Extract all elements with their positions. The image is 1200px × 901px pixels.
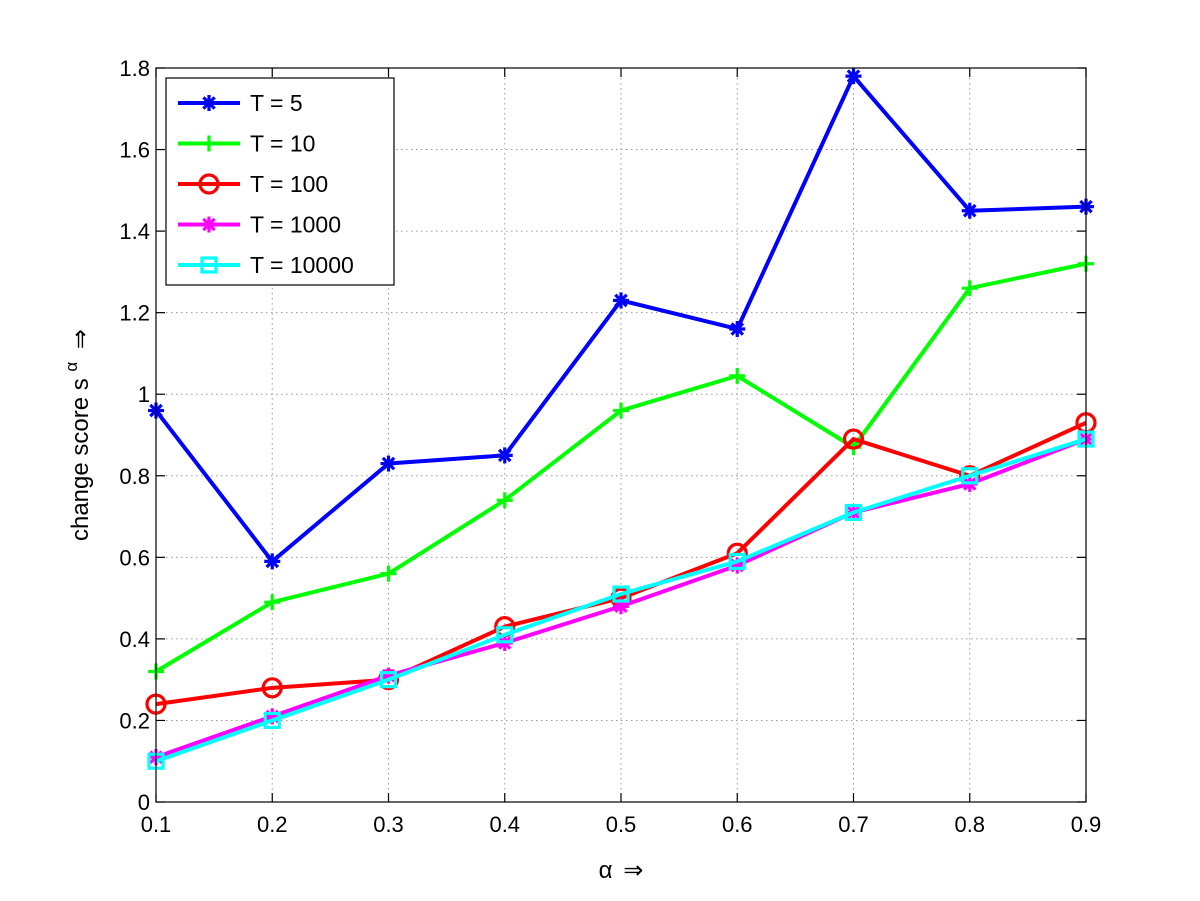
data-point	[380, 455, 397, 472]
y-tick-label: 0.6	[119, 545, 150, 570]
y-tick-label: 1	[138, 382, 150, 407]
legend-marker	[201, 216, 217, 233]
legend-item: T = 10000	[178, 252, 354, 278]
data-point	[729, 367, 746, 384]
y-tick-label: 1.4	[119, 219, 150, 244]
legend-label: T = 10	[250, 131, 315, 157]
legend-box	[165, 77, 395, 286]
y-tick-label: 0.8	[119, 464, 150, 489]
plot-area-frame	[155, 67, 1087, 803]
legend-label: T = 5	[250, 90, 303, 116]
y-tick-label: 1.8	[119, 56, 150, 81]
legend-marker	[200, 256, 218, 274]
data-point	[961, 467, 979, 485]
series-1	[148, 255, 1094, 680]
data-point	[729, 320, 746, 337]
data-point	[380, 565, 397, 582]
y-axis-ticks: 0 0.2 0.4 0.6 0.8 1 1.2 1.4 1.6 1.8	[119, 56, 1086, 815]
data-point	[496, 447, 513, 464]
data-point	[961, 280, 978, 297]
y-tick-label: 1.6	[119, 138, 150, 163]
data-point	[379, 671, 398, 689]
legend-items: T = 5 T = 10 T = 100 T = 1000 T = 10000	[178, 90, 354, 278]
data-point	[261, 677, 283, 699]
series-line	[155, 437, 1087, 764]
series-line	[155, 420, 1087, 707]
y-tick-label: 0.4	[119, 627, 150, 652]
legend-item: T = 10	[178, 131, 315, 157]
x-axis-label-arrow: ⇒	[623, 857, 643, 884]
data-point	[263, 711, 281, 730]
y-axis-label: change score s α ⇒	[56, 329, 94, 541]
legend-marker	[198, 173, 220, 195]
legend: T = 5 T = 10 T = 100 T = 1000 T = 10000	[165, 77, 395, 286]
data-point	[264, 594, 281, 611]
data-point	[612, 585, 630, 603]
x-tick-label: 0.1	[141, 812, 172, 837]
x-tick-label: 0.3	[373, 812, 404, 837]
data-point	[961, 202, 978, 219]
y-axis-label-superscript: α	[62, 362, 81, 372]
data-point	[845, 68, 862, 85]
y-axis-label-arrow: ⇒	[67, 329, 94, 349]
y-tick-label: 0	[138, 790, 150, 815]
x-axis-label: α ⇒	[599, 857, 644, 884]
data-point	[728, 552, 746, 571]
data-point	[613, 292, 629, 309]
legend-item: T = 100	[178, 171, 328, 197]
legend-item: T = 1000	[178, 212, 341, 238]
legend-item: T = 5	[178, 90, 303, 116]
x-tick-label: 0.4	[489, 812, 520, 837]
data-point	[496, 626, 514, 644]
data-point	[842, 428, 865, 450]
legend-label: T = 10000	[250, 252, 354, 278]
legend-marker	[201, 135, 217, 152]
legend-label: T = 100	[250, 171, 328, 197]
x-tick-label: 0.7	[838, 812, 869, 837]
y-axis-label-text: change score s	[67, 378, 94, 541]
x-tick-label: 0.6	[722, 812, 753, 837]
x-tick-label: 0.9	[1071, 812, 1102, 837]
legend-label: T = 1000	[250, 212, 341, 238]
x-axis-ticks: 0.1 0.2 0.3 0.4 0.5 0.6 0.7 0.8 0.9	[141, 68, 1102, 837]
data-point	[613, 402, 629, 419]
data-point	[496, 492, 513, 509]
y-tick-label: 1.2	[119, 301, 150, 326]
x-axis-label-symbol: α	[599, 857, 613, 884]
x-tick-label: 0.2	[257, 812, 288, 837]
series-4	[147, 430, 1095, 770]
y-tick-label: 0.2	[119, 708, 150, 733]
legend-marker	[201, 95, 217, 111]
x-tick-label: 0.5	[606, 812, 637, 837]
data-point	[264, 553, 281, 570]
data-point	[844, 503, 863, 522]
x-tick-label: 0.8	[954, 812, 985, 837]
